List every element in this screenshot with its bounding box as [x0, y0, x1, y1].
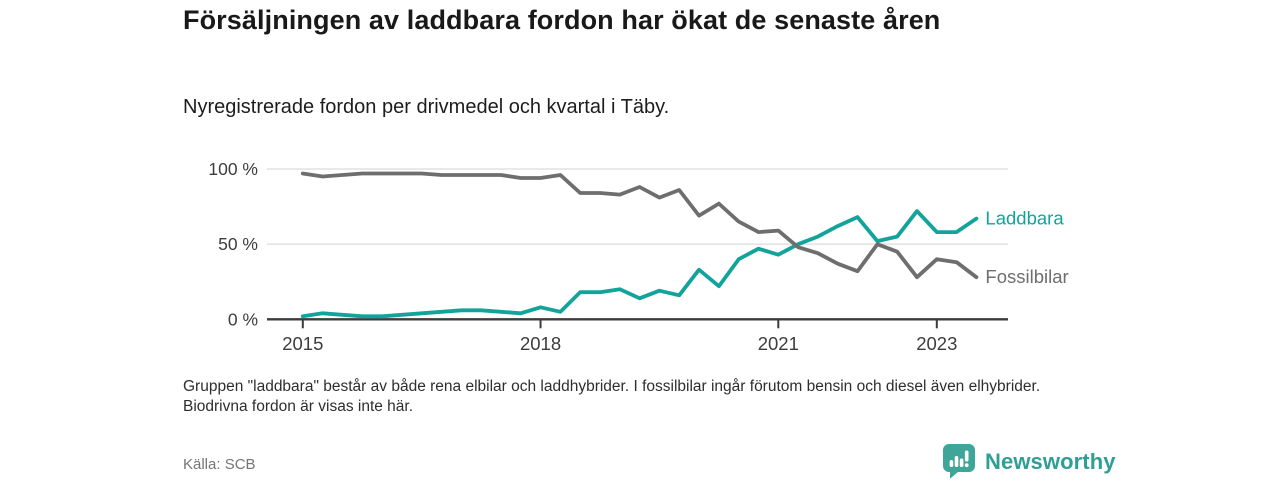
source-label: Källa: SCB: [183, 456, 256, 473]
newsworthy-logo: Newsworthy: [941, 443, 1116, 480]
bar-chart-speech-bubble-icon: [943, 444, 975, 479]
fossilbilar-line: [300, 171, 979, 280]
laddbara-line: [300, 209, 979, 319]
chart-footnote: Gruppen "laddbara" består av både rena e…: [183, 378, 1041, 415]
chart-subtitle: Nyregistrerade fordon per drivmedel och …: [183, 96, 670, 118]
x-tick-label: 2015: [282, 333, 323, 354]
chart-title: Försäljningen av laddbara fordon har öka…: [183, 5, 941, 35]
x-tick-label: 2023: [916, 333, 957, 354]
series-label-fossilbilar: Fossilbilar: [985, 266, 1068, 287]
y-tick-label: 0 %: [228, 309, 258, 329]
x-tick-label: 2018: [520, 333, 561, 354]
series-label-laddbara: Laddbara: [985, 208, 1064, 229]
newsworthy-wordmark: Newsworthy: [985, 448, 1116, 474]
x-tick-label: 2021: [758, 333, 799, 354]
y-tick-label: 50 %: [218, 234, 258, 254]
y-tick-label: 100 %: [208, 159, 258, 179]
